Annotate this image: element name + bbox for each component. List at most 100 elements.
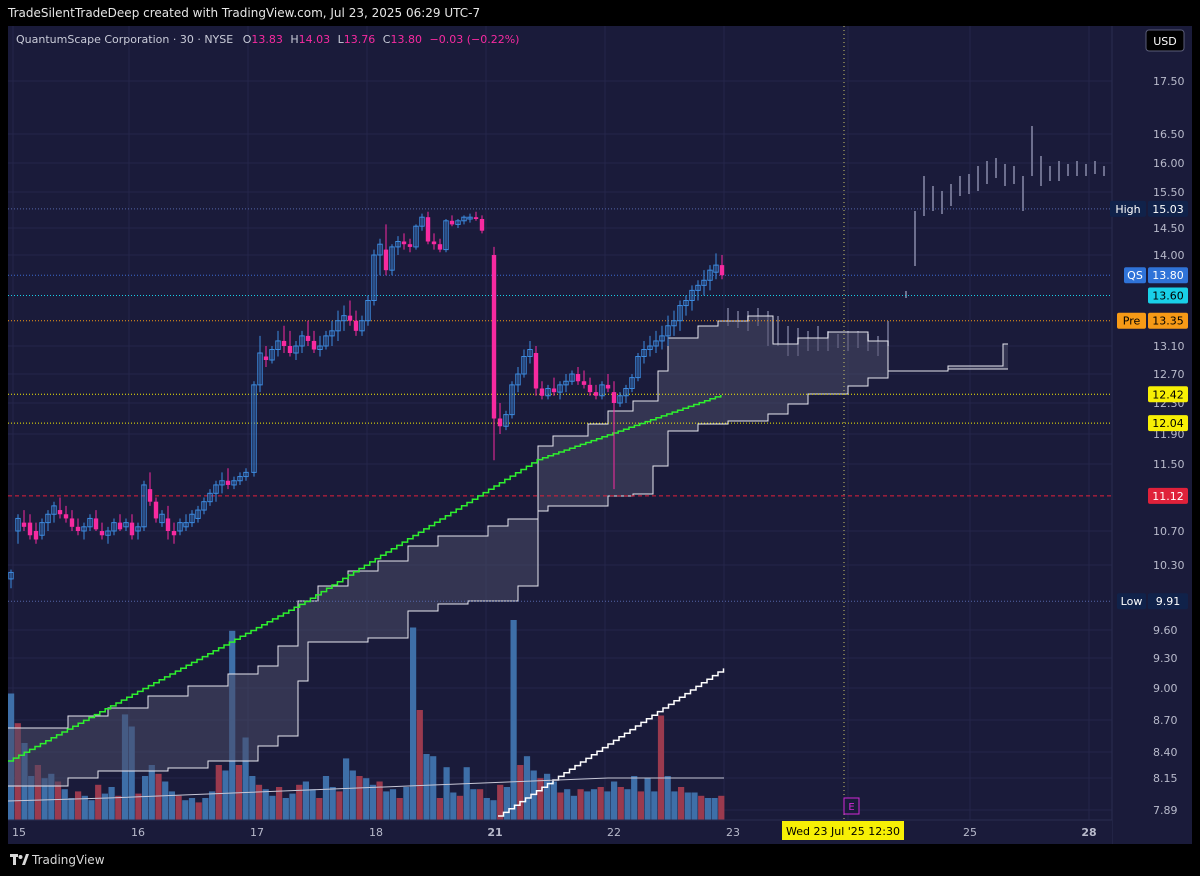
price-label-value: 9.91 [1156,595,1181,608]
volume-bar [477,789,484,820]
candle-body [33,531,39,540]
candle-body [509,384,515,416]
candle-body [311,340,317,350]
legend-close-value: 13.80 [390,33,422,46]
volume-bar [430,756,437,820]
price-label-bg [1148,487,1188,504]
price-label-tag-bg [1117,312,1146,329]
price-label-bg [1148,386,1188,403]
candle-body [123,522,129,528]
time-tick: 23 [726,826,740,839]
candle-body [659,335,665,342]
candle-body [347,315,353,321]
time-tick: 16 [131,826,145,839]
volume-bar [503,787,510,820]
volume-bar [148,765,155,820]
price-tick: 8.70 [1153,714,1178,727]
chart-footer: TradingView [0,844,1200,876]
chart-canvas[interactable]: E 17.50 16.50 16.00 15.50 14.50 14.00 13.10 12.… [8,26,1192,844]
volume-bar [75,791,82,820]
candle-body [189,513,195,524]
candle-body [335,320,341,332]
candle-body [27,522,33,536]
legend-high-value: 14.03 [299,33,331,46]
candle-body [359,320,365,332]
chart-frame[interactable]: E 17.50 16.50 16.00 15.50 14.50 14.00 13.10 12.… [8,26,1192,844]
candle-body [129,522,135,536]
volume-bar [657,715,665,820]
candle-body [425,217,431,242]
volume-bar [510,620,517,820]
ema-step-line [8,395,725,817]
candle-body [93,518,99,530]
volume-bar [255,784,263,820]
currency-button[interactable]: USD [1145,29,1185,52]
time-axis-bg [8,820,1112,844]
candle-body [213,484,219,494]
candle-body [243,471,249,478]
volume-bar [81,795,88,820]
price-axis[interactable]: 17.50 16.50 16.00 15.50 14.50 14.00 13.10 12.70… [1111,26,1192,844]
volume-bar [704,798,711,820]
candle-body [437,244,443,250]
candle-body [81,526,87,532]
volume-bar [289,793,296,820]
candle-body [293,345,299,354]
candle-body [251,384,257,473]
price-label-tag-bg [1124,267,1146,284]
price-tick: 10.30 [1153,559,1185,572]
time-tick: 21 [487,826,502,839]
candle-body [153,501,159,519]
currency-label[interactable]: USD [1153,35,1177,48]
tradingview-logo-icon[interactable] [10,854,30,866]
candle-body [57,510,63,515]
volume-bar [349,770,356,820]
candle-body [237,476,243,482]
candle-body [341,315,347,322]
candle-body [551,388,557,393]
volume-bar [276,787,283,820]
candle-body [563,380,569,386]
volume-bar [497,784,504,820]
candle-body [569,373,575,382]
candle-body [629,377,635,389]
price-tick: 9.60 [1153,624,1178,637]
volume-bar [142,776,149,820]
volume-bar [101,793,108,820]
price-tick: 16.50 [1153,128,1185,141]
candle-body [45,513,51,524]
price-tick: 11.50 [1153,458,1185,471]
header-caption: TradeSilentTradeDeep created with Tradin… [8,6,481,20]
candle-body [467,216,473,220]
crosshair: E [843,26,860,820]
earnings-marker: E [848,802,854,813]
price-tick: 14.50 [1153,222,1185,235]
volume-bar [242,737,249,820]
volume-bar [168,791,175,820]
volume-bar [88,800,95,820]
candle-body [521,356,527,375]
earnings-marker-box [843,797,860,815]
volume-bar [369,784,376,820]
candle-body [611,392,617,403]
price-label-bg [1148,287,1188,304]
volume-bar [222,770,229,820]
candle-body [533,353,539,389]
volume-bar [28,776,35,820]
volume-bar [537,778,544,820]
volume-bar [570,795,577,820]
candle-body [147,489,153,502]
volume-bar [296,784,303,820]
volume-bar [644,778,651,820]
price-label-value: 15.03 [1152,203,1184,216]
time-axis[interactable]: 15 16 17 18 21 22 23 25 28 Wed 23 Jul '25 12:30 [8,819,1112,844]
time-tick: 15 [12,826,26,839]
candle-body [317,345,323,350]
volume-bar [343,758,350,820]
volume-bar [34,765,41,820]
volume-bar [389,789,397,820]
volume-bar [128,726,135,820]
candle-body [21,522,27,527]
time-tick: 25 [963,826,977,839]
price-tick: 7.89 [1153,804,1178,817]
